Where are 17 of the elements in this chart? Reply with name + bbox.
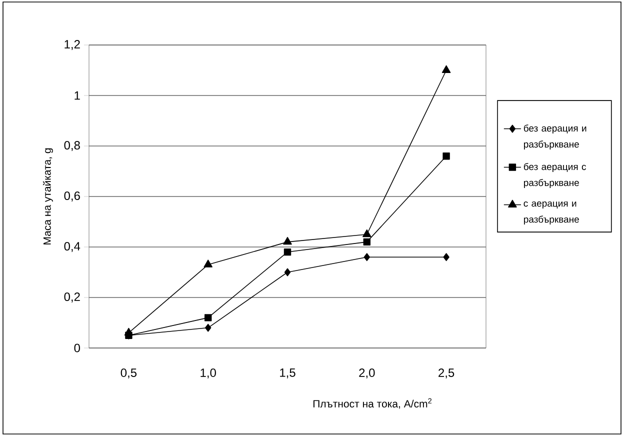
y-tick-label: 0,6 bbox=[64, 192, 80, 202]
x-tick-label: 2,5 bbox=[438, 368, 454, 378]
x-axis-title: Плътност на тока, A/cm$^{2}$ bbox=[313, 398, 432, 409]
y-tick-label: 0,4 bbox=[64, 242, 80, 252]
legend-label: без аерация и разбъркване bbox=[524, 124, 586, 150]
x-tick-label: 1,5 bbox=[280, 368, 296, 378]
y-axis-title: Маса на утайката, g bbox=[42, 148, 53, 244]
y-tick-label: 0 bbox=[74, 344, 80, 352]
y-tick-label: 1,2 bbox=[64, 40, 80, 50]
legend-label: с аерация и разбъркване bbox=[524, 201, 579, 225]
y-tick-label: 1 bbox=[74, 91, 80, 100]
legend-label: без аерация с разбъркване bbox=[524, 163, 586, 188]
y-tick-label: 0,2 bbox=[64, 292, 80, 302]
x-tick-label: 2,0 bbox=[359, 368, 375, 378]
x-tick-label: 0,5 bbox=[120, 368, 137, 378]
x-tick-label: 1,0 bbox=[200, 368, 216, 378]
y-tick-label: 0,8 bbox=[64, 141, 80, 151]
